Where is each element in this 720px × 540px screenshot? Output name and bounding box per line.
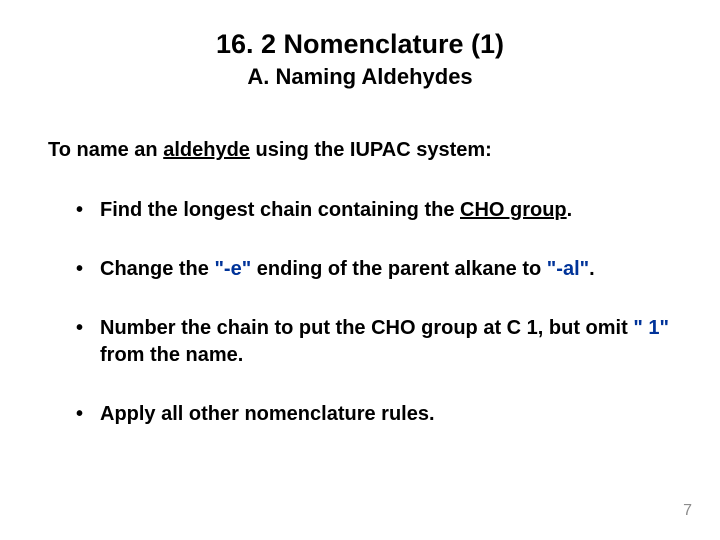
bullet1-underline: CHO group [460,199,567,221]
list-item: Change the "-e" ending of the parent alk… [76,256,680,283]
slide-subtitle: A. Naming Aldehydes [0,64,720,90]
bullet2-mid: ending of the parent alkane to [251,258,547,280]
bullet4-text: Apply all other nomenclature rules. [100,403,435,425]
bullet3-prefix: Number the chain to put the CHO group at… [100,317,633,339]
page-number: 7 [683,502,692,520]
list-item: Number the chain to put the CHO group at… [76,315,680,369]
bullet1-suffix: . [567,199,573,221]
list-item: Find the longest chain containing the CH… [76,197,680,224]
bullet1-prefix: Find the longest chain containing the [100,199,460,221]
bullet2-blue2: "-al" [547,258,589,280]
intro-suffix: using the IUPAC system: [250,139,492,161]
intro-line: To name an aldehyde using the IUPAC syst… [48,137,720,163]
slide-title: 16. 2 Nomenclature (1) [0,0,720,60]
intro-underline: aldehyde [163,139,250,161]
bullet2-suffix: . [589,258,595,280]
bullet-list: Find the longest chain containing the CH… [76,197,680,428]
bullet2-blue1: "-e" [214,258,251,280]
slide: 16. 2 Nomenclature (1) A. Naming Aldehyd… [0,0,720,540]
bullet3-suffix: from the name. [100,344,243,366]
bullet2-prefix: Change the [100,258,214,280]
intro-prefix: To name an [48,139,163,161]
bullet3-blue: " 1" [633,317,669,339]
list-item: Apply all other nomenclature rules. [76,401,680,428]
